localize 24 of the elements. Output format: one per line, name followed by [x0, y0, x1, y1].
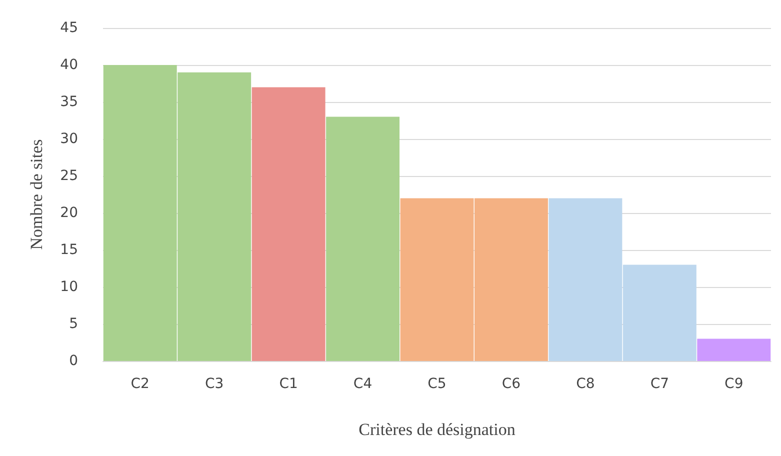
y-axis-title: Nombre de sites	[27, 139, 46, 250]
y-tick-label: 40	[60, 57, 78, 73]
x-tick-label: C1	[279, 376, 298, 392]
x-tick-label: C4	[353, 376, 372, 392]
y-tick-label: 15	[60, 242, 78, 258]
x-tick-label: C2	[130, 376, 150, 392]
x-tick-label: C7	[650, 376, 670, 392]
x-tick-label: C3	[204, 376, 224, 392]
y-tick-label: 35	[60, 94, 78, 110]
y-tick-label: 5	[69, 316, 78, 332]
y-tick-label: 30	[60, 131, 78, 147]
y-tick-label: 0	[69, 353, 78, 369]
x-tick-label: C9	[724, 376, 744, 392]
x-axis-title: Critères de désignation	[358, 420, 516, 439]
bar	[697, 338, 771, 361]
bar	[252, 87, 326, 361]
y-tick-label: 10	[60, 279, 78, 295]
y-tick-label: 45	[60, 20, 78, 36]
x-tick-label: C5	[428, 376, 446, 392]
x-tick-label: C6	[502, 376, 521, 392]
y-tick-label: 25	[60, 168, 78, 184]
bar	[326, 116, 400, 361]
y-tick-label: 20	[60, 205, 78, 221]
x-tick-label: C8	[576, 376, 595, 392]
